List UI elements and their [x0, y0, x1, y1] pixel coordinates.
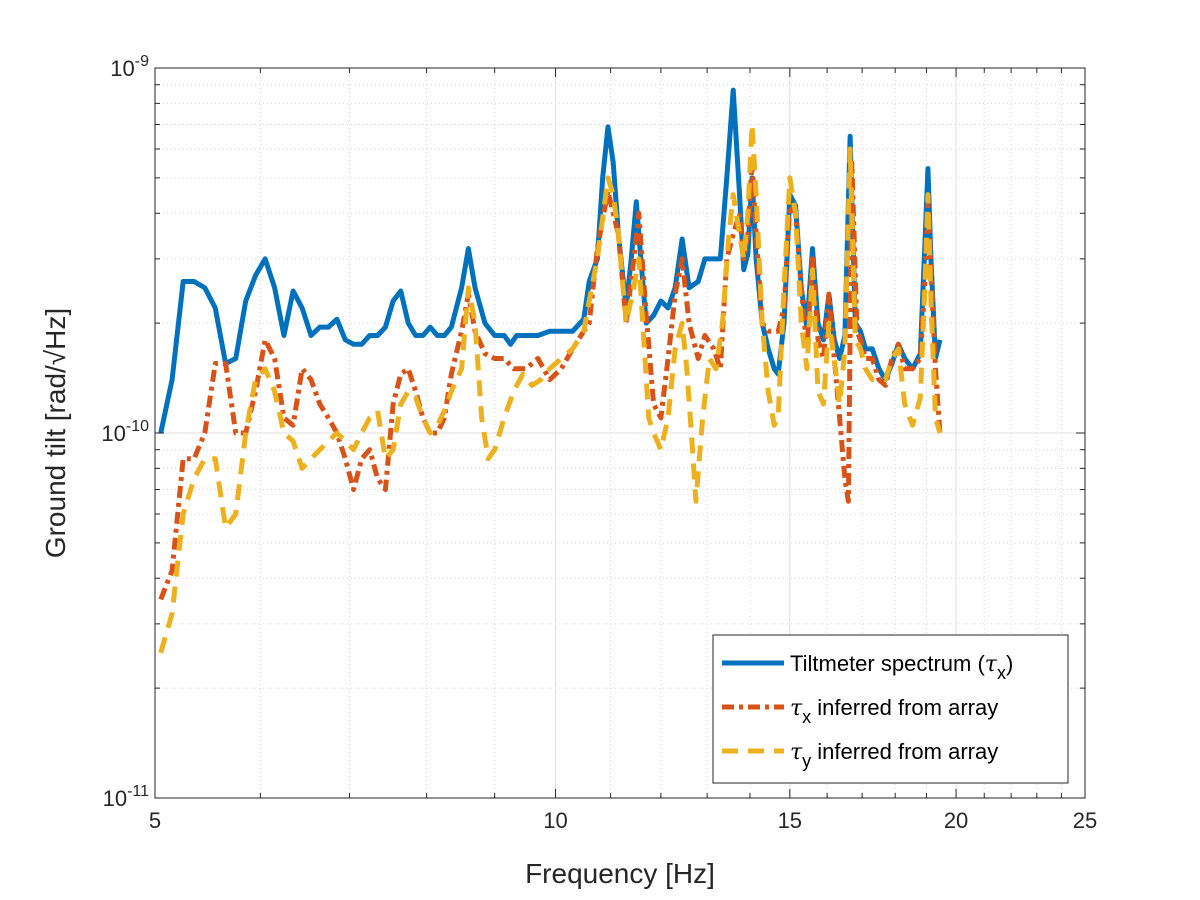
series-layer: [158, 87, 943, 654]
x-tick-label: 10: [543, 808, 567, 833]
y-tick-label-base: 10: [110, 56, 134, 81]
y-tick-label-exponent: -10: [126, 418, 149, 435]
legend-label-2: τx inferred from array: [790, 695, 998, 727]
y-tick-label-exponent: -9: [135, 53, 149, 70]
y-tick-label-base: 10: [103, 786, 127, 811]
x-tick-labels: 5 10 15 20 25: [149, 808, 1097, 833]
x-axis-label: Frequency [Hz]: [525, 858, 715, 889]
y-tick-label: 10-9: [110, 53, 149, 81]
y-tick-label-exponent: -11: [127, 783, 149, 800]
series-line-2: [158, 160, 943, 601]
legend: Tiltmeter spectrum (τx) τx inferred from …: [712, 634, 1069, 784]
legend-label-1: Tiltmeter spectrum (τx): [790, 651, 1013, 683]
y-tick-label: 10-11: [103, 783, 150, 811]
x-tick-label: 15: [778, 808, 802, 833]
x-tick-label: 20: [944, 808, 968, 833]
x-tick-label: 5: [149, 808, 161, 833]
series-line-3: [158, 122, 943, 654]
y-tick-label: 10-10: [101, 418, 149, 446]
legend-box: [712, 634, 1069, 784]
x-tick-label: 25: [1073, 808, 1097, 833]
legend-label-3: τy inferred from array: [790, 739, 998, 771]
y-tick-label-base: 10: [101, 421, 125, 446]
y-axis-label: Ground tilt [rad/√Hz]: [40, 308, 71, 558]
tick-marks: [154, 67, 1086, 799]
